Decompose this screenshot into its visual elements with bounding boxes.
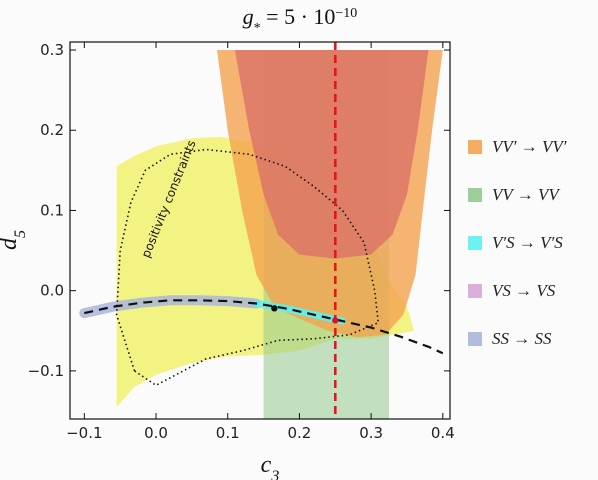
x-tick-label: −0.1	[66, 424, 102, 442]
svg-text:c3: c3	[261, 452, 280, 480]
title-superscript: −10	[335, 6, 357, 21]
marker-point	[271, 305, 278, 312]
ss-band	[79, 295, 262, 319]
plot-area: positivity constraints	[79, 42, 444, 419]
title-middle: = 5 · 10	[261, 4, 336, 29]
legend-label: VV′ → VV′	[492, 137, 567, 156]
positivity-contour	[115, 148, 380, 387]
x-tick-label: 0.2	[288, 424, 312, 442]
svg-text:d5: d5	[0, 230, 29, 250]
xlabel-main: c	[261, 452, 272, 478]
legend-swatch	[468, 236, 482, 250]
vv-prime-inner-region	[234, 50, 429, 259]
x-tick-label: 0.0	[144, 424, 168, 442]
legend-swatch	[468, 140, 482, 154]
y-tick-label: 0.2	[40, 121, 64, 139]
xlabel-sub: 3	[270, 468, 279, 480]
title-g: g	[243, 4, 254, 29]
x-axis-label: c3	[261, 452, 280, 480]
x-tick-label: 0.4	[431, 424, 455, 442]
y-tick-label: −0.1	[28, 362, 64, 380]
y-tick-label: 0.1	[40, 201, 64, 219]
ylabel-sub: 5	[12, 230, 29, 238]
x-tick-label: 0.3	[359, 424, 383, 442]
title-subscript: *	[254, 21, 261, 36]
legend-label: SS → SS	[492, 329, 552, 348]
y-tick-label: 0.0	[40, 282, 64, 300]
y-tick-label: 0.3	[40, 41, 64, 59]
legend-swatch	[468, 284, 482, 298]
legend-swatch	[468, 332, 482, 346]
marker-point	[332, 317, 339, 324]
legend-label: VV → VV	[492, 185, 561, 204]
x-tick-label: 0.1	[216, 424, 240, 442]
plot-frame	[69, 41, 451, 420]
dashed-curve	[84, 299, 444, 355]
legend-swatch	[468, 188, 482, 202]
axes-ticks: −0.1 0.0 0.1 0.2 0.3 0.4 −0.1 0.0 0.1 0.2 0.3	[28, 41, 455, 442]
legend-label: VS → VS	[492, 281, 556, 300]
svg-text:g* = 5 · 10−10: g* = 5 · 10−10	[243, 4, 358, 36]
y-axis-label: d5	[0, 230, 29, 250]
legend: VV′ → VV′ VV → VV V′S → V′S VS → VS SS → SS	[468, 137, 567, 348]
chart-title: g* = 5 · 10−10	[243, 4, 358, 36]
legend-label: V′S → V′S	[492, 233, 563, 252]
ylabel-main: d	[0, 237, 22, 250]
